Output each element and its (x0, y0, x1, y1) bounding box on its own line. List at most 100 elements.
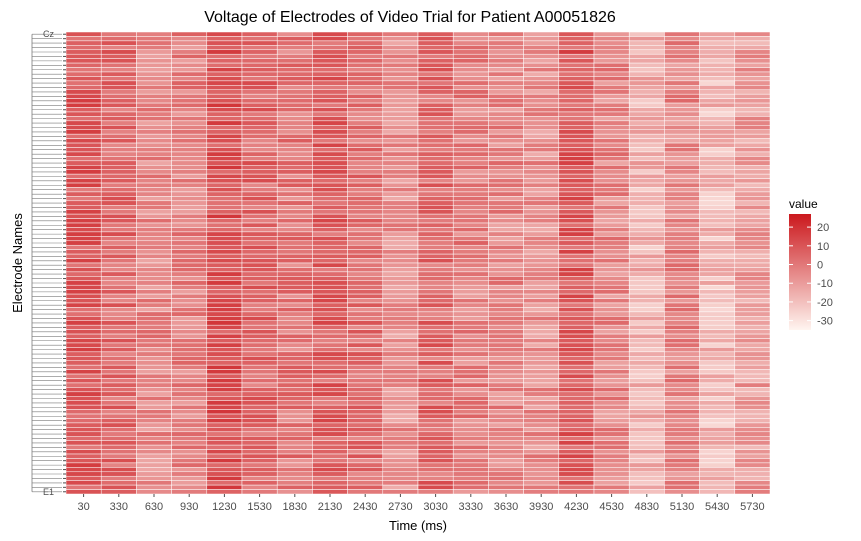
heatmap-cell (452, 111, 489, 117)
heatmap-cell (593, 253, 630, 259)
heatmap-cell (347, 53, 384, 59)
heatmap-cell (664, 222, 700, 228)
heatmap-cell (734, 475, 771, 481)
heatmap-cell (206, 116, 243, 122)
heatmap-cell (523, 89, 560, 95)
heatmap-cell (206, 311, 243, 317)
heatmap-cell (488, 316, 524, 321)
heatmap-cell (276, 89, 313, 95)
heatmap-cell (628, 422, 665, 428)
heatmap-cell (347, 182, 384, 188)
heatmap-cell (523, 58, 560, 64)
heatmap-cell (136, 489, 172, 495)
heatmap-cell (100, 436, 137, 441)
heatmap-cell (276, 85, 313, 90)
heatmap-cell (452, 107, 489, 113)
heatmap-cell (65, 36, 102, 42)
heatmap-cell (312, 178, 348, 184)
heatmap-cell (593, 289, 630, 295)
heatmap-cell (734, 67, 771, 73)
heatmap-cell (734, 342, 771, 348)
heatmap-cell (452, 342, 489, 348)
heatmap-cell (347, 107, 384, 113)
heatmap-cell (206, 351, 243, 357)
heatmap-cell (593, 396, 630, 401)
heatmap-cell (312, 89, 348, 95)
heatmap-cell (276, 489, 313, 495)
heatmap-cell (488, 382, 524, 388)
heatmap-cell (664, 76, 700, 82)
heatmap-cell (382, 356, 419, 361)
heatmap-cell (276, 173, 313, 179)
heatmap-cell (558, 422, 595, 428)
heatmap-cell (382, 298, 419, 304)
heatmap-cell (65, 364, 102, 370)
heatmap-cell (206, 431, 243, 437)
heatmap-cell (241, 271, 278, 277)
heatmap-cell (452, 244, 489, 250)
heatmap-cell (593, 351, 630, 357)
heatmap-cell (136, 138, 172, 144)
chart-title: Voltage of Electrodes of Video Trial for… (204, 9, 616, 26)
heatmap-cell (558, 71, 595, 77)
heatmap-cell (171, 142, 208, 148)
heatmap-cell (276, 467, 313, 473)
heatmap-cell (488, 58, 524, 64)
heatmap-cell (65, 129, 102, 135)
heatmap-cell (136, 431, 172, 437)
heatmap-cell (664, 302, 700, 308)
heatmap-cell (523, 449, 560, 455)
heatmap-cell (100, 182, 137, 188)
heatmap-cell (241, 76, 278, 82)
heatmap-cell (171, 316, 208, 321)
heatmap-cell (734, 427, 771, 433)
heatmap-cell (664, 111, 700, 117)
heatmap-cell (628, 182, 665, 188)
heatmap-cell (593, 307, 630, 313)
heatmap-cell (241, 302, 278, 308)
heatmap-cell (206, 427, 243, 433)
heatmap-cell (558, 240, 595, 246)
heatmap-cell (664, 45, 700, 51)
heatmap-cell (171, 311, 208, 317)
heatmap-cell (734, 133, 771, 139)
heatmap-cell (136, 484, 172, 490)
heatmap-cell (664, 400, 700, 406)
heatmap-cell (488, 471, 524, 477)
heatmap-cell (136, 58, 172, 64)
heatmap-cell (206, 324, 243, 330)
heatmap-cell (136, 316, 172, 321)
heatmap-cell (593, 165, 630, 170)
heatmap-cell (628, 262, 665, 268)
heatmap-cell (452, 489, 489, 495)
heatmap-cell (65, 120, 102, 126)
heatmap-cell (734, 213, 771, 219)
heatmap-cell (488, 244, 524, 250)
heatmap-cell (136, 458, 172, 464)
heatmap-cell (100, 342, 137, 348)
heatmap-cell (171, 187, 208, 193)
heatmap-cell (558, 453, 595, 459)
heatmap-cell (171, 178, 208, 184)
heatmap-cell (488, 200, 524, 206)
heatmap-cell (452, 262, 489, 268)
heatmap-cell (171, 236, 208, 242)
heatmap-cell (699, 271, 736, 277)
heatmap-cell (558, 49, 595, 55)
heatmap-cell (417, 316, 454, 321)
heatmap-cell (100, 333, 137, 339)
heatmap-cell (699, 462, 736, 468)
heatmap-cell (382, 311, 419, 317)
heatmap-cell (558, 391, 595, 397)
heatmap-cell (628, 409, 665, 415)
heatmap-cell (347, 71, 384, 77)
heatmap-cell (488, 462, 524, 468)
heatmap-cell (664, 480, 700, 486)
heatmap-cell (65, 471, 102, 477)
heatmap-cell (734, 49, 771, 55)
heatmap-cell (734, 102, 771, 108)
x-tick-label: 2430 (353, 501, 377, 513)
heatmap-cell (452, 293, 489, 299)
heatmap-cell (347, 422, 384, 428)
heatmap-cell (276, 484, 313, 490)
